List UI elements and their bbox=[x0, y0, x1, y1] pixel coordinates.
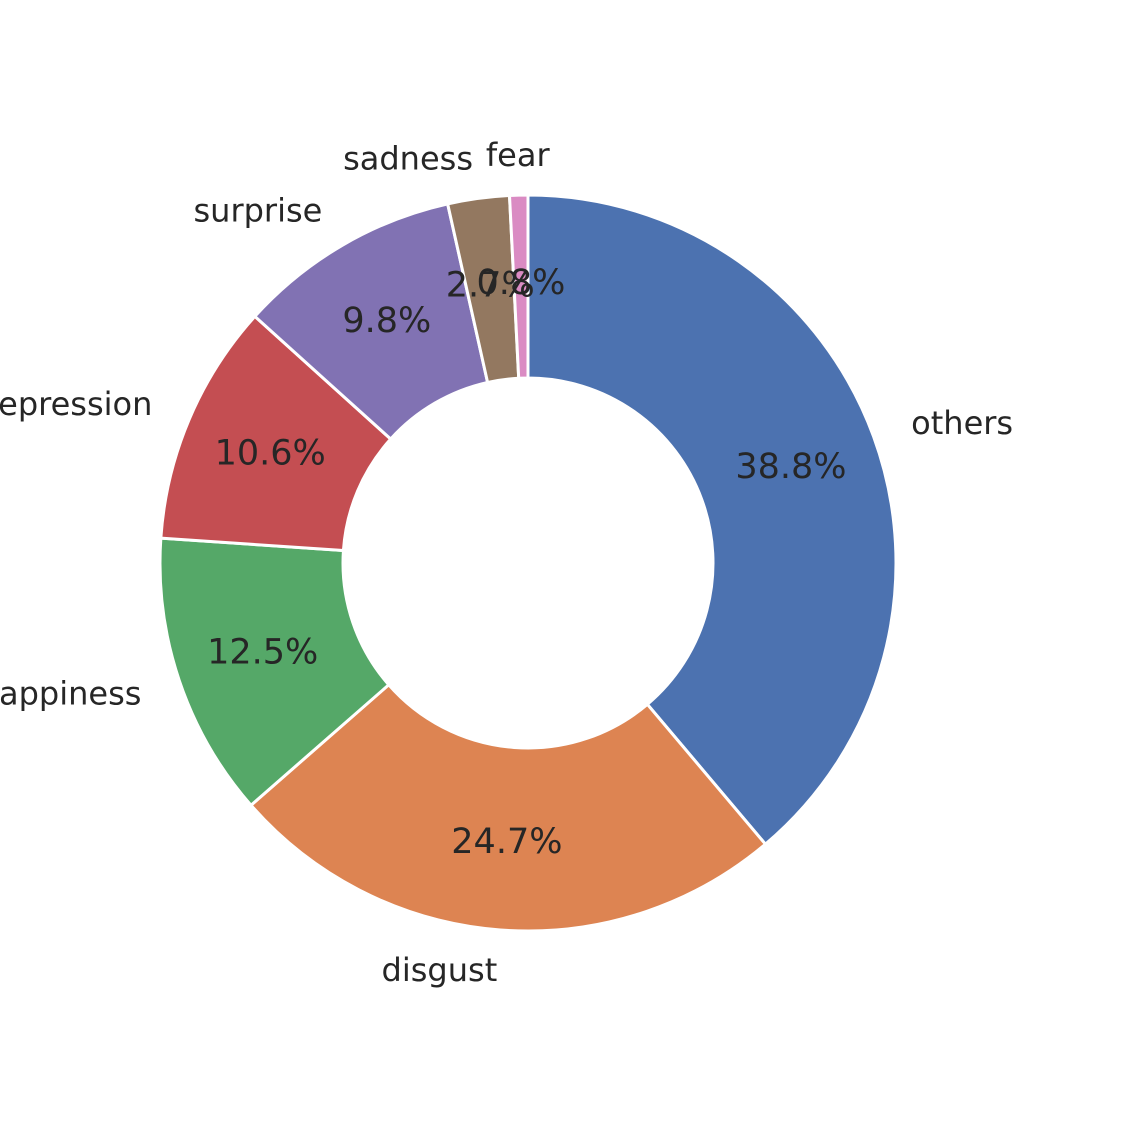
pct-label-disgust: 24.7% bbox=[451, 822, 562, 862]
pct-label-sadness: 2.7% bbox=[446, 266, 535, 306]
category-label-disgust: disgust bbox=[382, 951, 498, 989]
percentage-labels: 38.8% 24.7% 12.5% 10.6% 9.8% 2.7%0.8% bbox=[207, 263, 846, 862]
slice-disgust bbox=[249, 683, 767, 933]
category-label-repression: repression bbox=[0, 385, 152, 423]
category-labels: others disgust happiness repression surprise… bbox=[0, 136, 1013, 989]
pct-label-fear: 0.8% bbox=[476, 263, 565, 303]
pct-label-surprise: 9.8% bbox=[342, 301, 431, 341]
slice-repression bbox=[159, 314, 393, 553]
pct-label-others: 38.8% bbox=[735, 447, 846, 487]
category-label-others: others bbox=[911, 404, 1013, 442]
category-label-fear: fear bbox=[486, 136, 551, 174]
category-label-sadness: sadness bbox=[343, 140, 473, 178]
slice-others bbox=[526, 193, 898, 846]
pct-label-happiness: 12.5% bbox=[207, 633, 318, 673]
slice-fear bbox=[507, 193, 530, 380]
category-label-happiness: happiness bbox=[0, 674, 141, 712]
pct-label-repression: 10.6% bbox=[215, 434, 326, 474]
slice-happiness bbox=[158, 536, 391, 807]
category-label-surprise: surprise bbox=[194, 192, 323, 230]
donut-slices bbox=[158, 193, 898, 933]
